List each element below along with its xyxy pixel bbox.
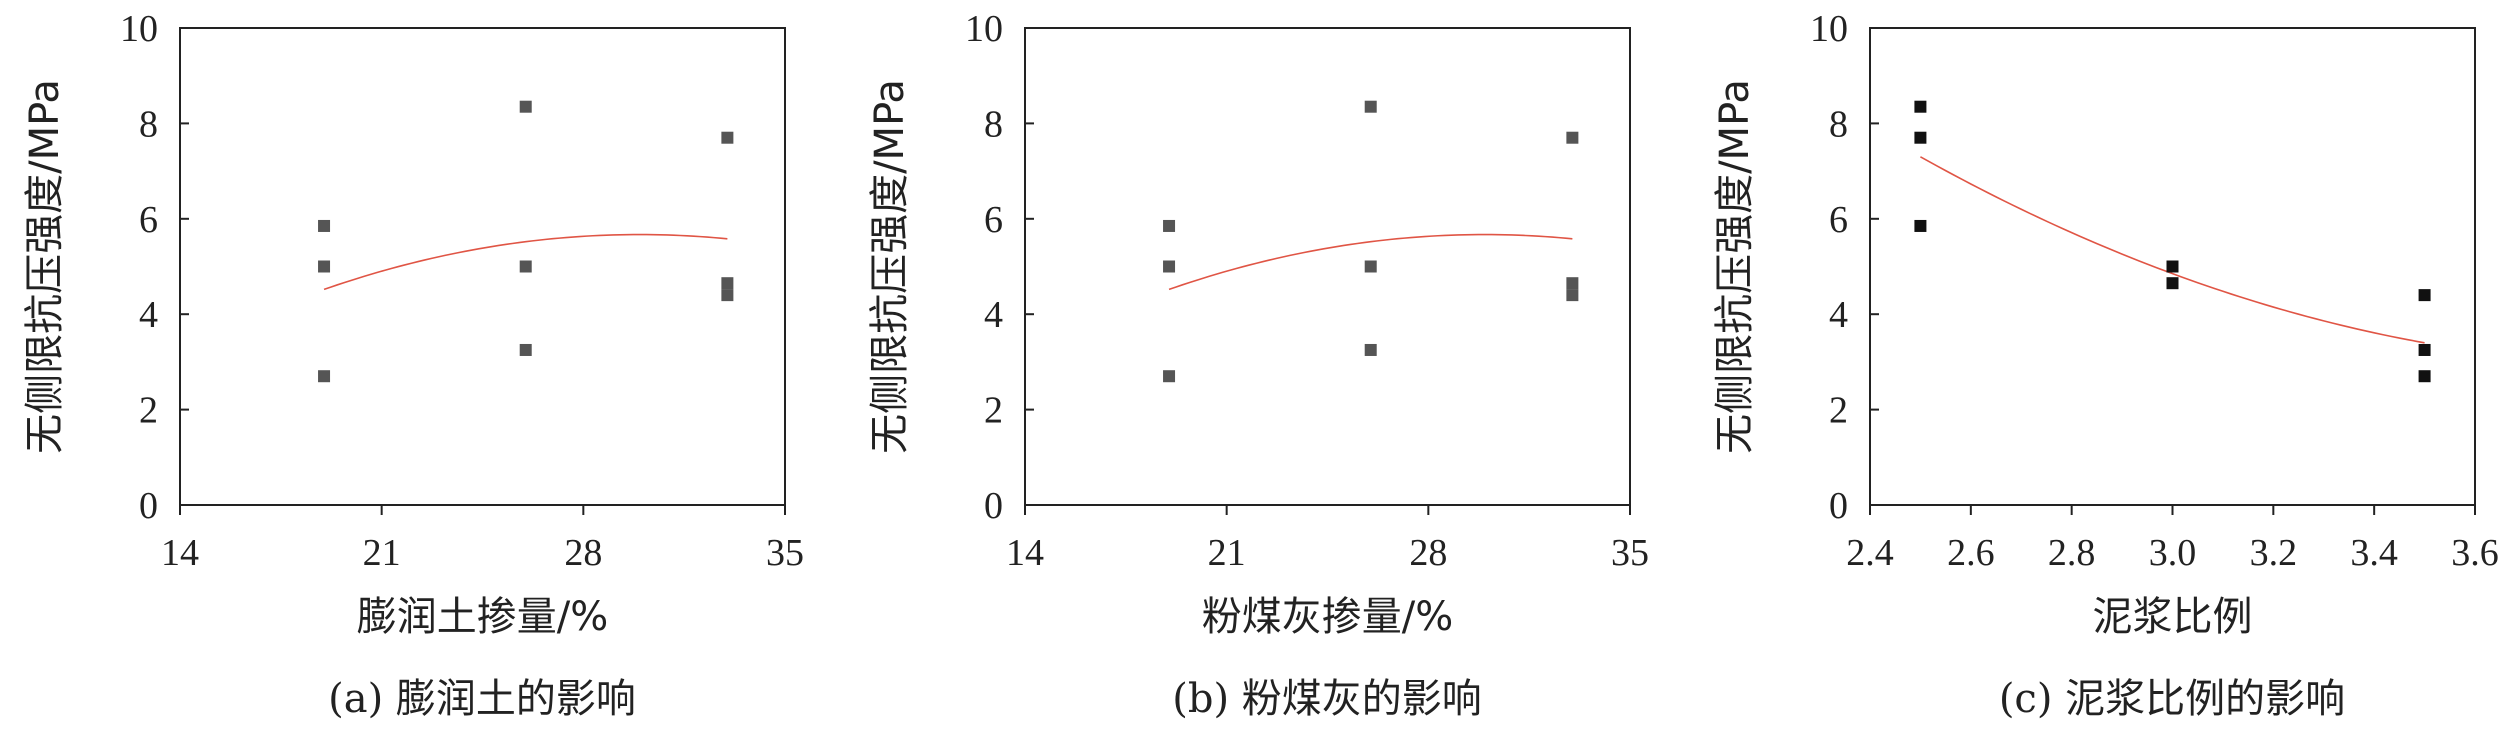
data-point: [1364, 343, 1377, 356]
y-tick-label: 6: [984, 199, 1003, 241]
data-point: [721, 289, 734, 302]
data-point: [1163, 260, 1176, 273]
y-tick-label: 0: [984, 485, 1003, 527]
chart-panel-3: 0 2 4 6 8 10 2.4 2.6 2.8 3.0 3.2 3.4 3.6 泥浆比例 无侧限抗压强度/…: [1712, 8, 2499, 722]
data-point: [318, 219, 331, 232]
y-tick-label: 0: [1829, 485, 1848, 527]
data-point: [1914, 131, 1927, 144]
y-tick-label: 2: [984, 390, 1003, 432]
x-tick-label: 35: [766, 532, 804, 574]
data-point: [519, 343, 532, 356]
chart-panel-2: 0 2 4 6 8 10 14 21 28 35 粉煤灰掺量/% 无侧限抗压强度/MPa (b) 粉煤灰…: [867, 8, 1649, 722]
x-axis-label: 粉煤灰掺量/%: [1202, 594, 1453, 640]
x-tick-label: 3.2: [2250, 532, 2298, 574]
data-point: [1914, 219, 1927, 232]
y-tick-label: 6: [139, 199, 158, 241]
chart-panel-1: 0 2 4 6 8 10 14 21 28 35 膨润土掺量/% 无侧限抗压强度/MPa (a) 膨润土…: [22, 8, 804, 722]
y-tick-label: 10: [120, 8, 158, 50]
y-axis-label: 无侧限抗压强度/MPa: [22, 79, 68, 454]
data-point: [2418, 343, 2431, 356]
y-tick-label: 8: [984, 103, 1003, 145]
x-tick-label: 28: [1409, 532, 1447, 574]
data-point: [318, 260, 331, 273]
x-tick-label: 14: [1006, 532, 1044, 574]
x-axis-label: 膨润土掺量/%: [357, 594, 608, 640]
data-point: [1163, 370, 1176, 383]
x-tick-label: 3.4: [2350, 532, 2398, 574]
data-point: [1566, 289, 1579, 302]
y-tick-label: 6: [1829, 199, 1848, 241]
y-tick-label: 2: [1829, 390, 1848, 432]
data-point: [2166, 260, 2179, 273]
x-tick-label: 35: [1611, 532, 1649, 574]
x-tick-label: 21: [363, 532, 401, 574]
x-tick-label: 21: [1208, 532, 1246, 574]
x-tick-label: 3.0: [2149, 532, 2197, 574]
data-point: [519, 260, 532, 273]
data-point: [1566, 277, 1579, 290]
y-tick-label: 4: [139, 294, 158, 336]
x-tick-label: 2.4: [1846, 532, 1894, 574]
trend-line: [1168, 233, 1573, 291]
x-axis-label: 泥浆比例: [2093, 594, 2253, 640]
y-tick-label: 10: [1810, 8, 1848, 50]
y-tick-label: 8: [139, 103, 158, 145]
y-axis-label: 无侧限抗压强度/MPa: [1712, 79, 1758, 454]
y-tick-label: 4: [984, 294, 1003, 336]
x-tick-label: 14: [161, 532, 199, 574]
plot-frame: [179, 27, 786, 506]
panel-caption: (a) 膨润土的影响: [328, 676, 636, 722]
trend-line: [1920, 156, 2425, 344]
data-point: [2166, 277, 2179, 290]
x-tick-label: 28: [564, 532, 602, 574]
x-tick-label: 2.6: [1947, 532, 1995, 574]
data-point: [2418, 289, 2431, 302]
y-tick-label: 0: [139, 485, 158, 527]
data-point: [1364, 260, 1377, 273]
data-point: [721, 131, 734, 144]
x-tick-label: 2.8: [2048, 532, 2096, 574]
data-point: [1163, 219, 1176, 232]
data-point: [1566, 131, 1579, 144]
y-tick-label: 10: [965, 8, 1003, 50]
panel-caption: (b) 粉煤灰的影响: [1172, 676, 1482, 722]
panel-caption: (c) 泥浆比例的影响: [1999, 676, 2345, 722]
data-point: [519, 100, 532, 113]
y-tick-label: 8: [1829, 103, 1848, 145]
data-point: [2418, 370, 2431, 383]
trend-line: [323, 233, 728, 291]
data-point: [1914, 100, 1927, 113]
data-point: [1364, 100, 1377, 113]
data-point: [318, 370, 331, 383]
plot-frame: [1024, 27, 1631, 506]
y-axis-label: 无侧限抗压强度/MPa: [867, 79, 913, 454]
y-tick-label: 2: [139, 390, 158, 432]
y-tick-label: 4: [1829, 294, 1848, 336]
data-point: [721, 277, 734, 290]
x-tick-label: 3.6: [2451, 532, 2499, 574]
